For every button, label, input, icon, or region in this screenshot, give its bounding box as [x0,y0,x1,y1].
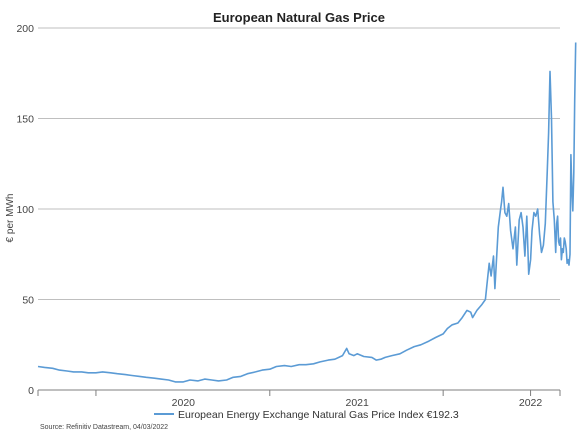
y-tick-label: 0 [28,385,34,397]
x-tick-label: 2021 [346,397,370,409]
series-layer [37,42,577,383]
x-tick-label: 2020 [172,397,196,409]
y-tick-label: 150 [16,114,34,126]
y-tick-label: 200 [16,23,34,35]
y-axis-label: € per MWh [5,194,16,243]
source-note: Source: Refinitiv Datastream, 04/03/2022 [40,424,168,431]
gridlines [38,27,560,300]
x-axis: 2020 2021 2022 [37,389,561,409]
y-tick-labels: 0 50 100 150 200 [16,23,34,397]
legend: European Energy Exchange Natural Gas Pri… [154,409,459,421]
y-tick-label: 50 [22,295,34,307]
x-tick-label: 2022 [519,397,543,409]
y-tick-label: 100 [16,204,34,216]
chart-title: European Natural Gas Price [213,10,385,25]
legend-label: European Energy Exchange Natural Gas Pri… [178,409,459,421]
series-line [37,42,577,383]
